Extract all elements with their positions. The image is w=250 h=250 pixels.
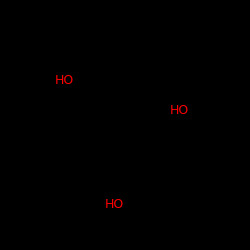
Text: HO: HO xyxy=(170,104,189,117)
Text: HO: HO xyxy=(55,74,74,86)
Text: HO: HO xyxy=(105,198,124,211)
